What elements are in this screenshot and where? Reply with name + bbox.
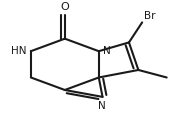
Text: N: N: [104, 46, 111, 56]
Text: HN: HN: [11, 46, 26, 56]
Text: N: N: [98, 101, 105, 111]
Text: O: O: [60, 2, 69, 12]
Text: Br: Br: [144, 11, 156, 21]
